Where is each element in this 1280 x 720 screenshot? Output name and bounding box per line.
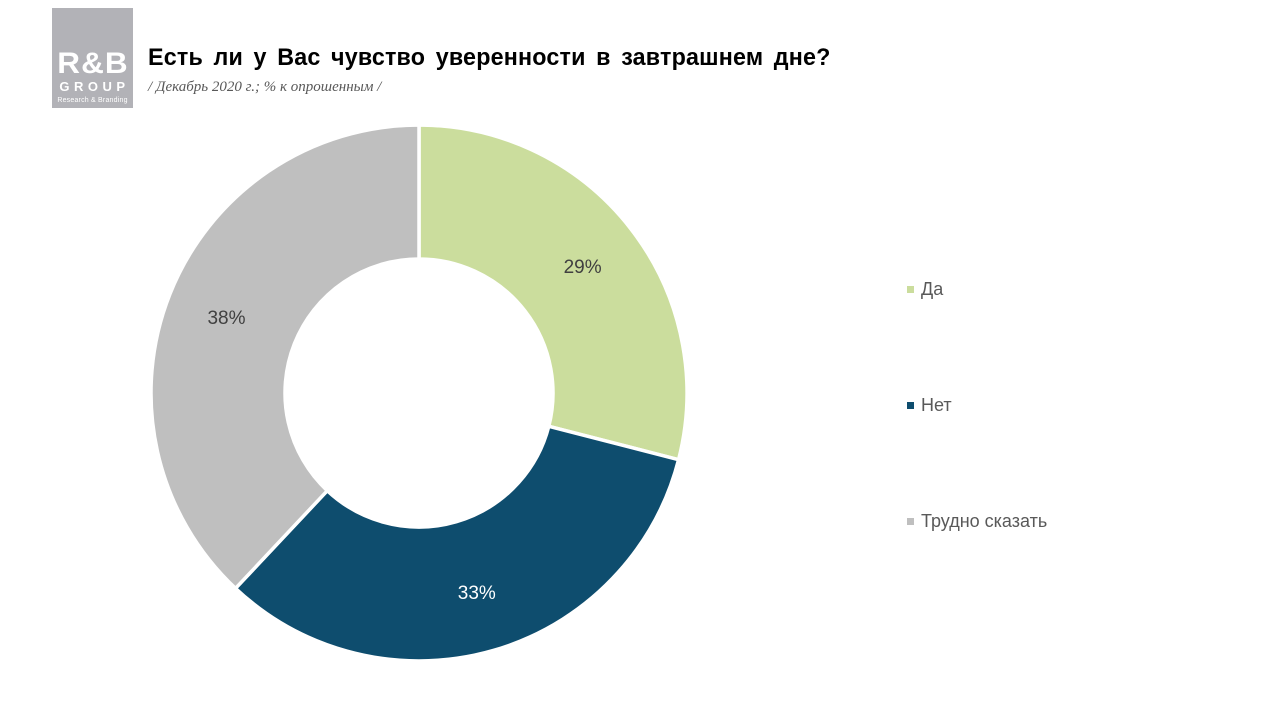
slice-data-label-2: 33% bbox=[458, 583, 496, 604]
donut-slice-1 bbox=[417, 123, 689, 462]
donut-slice-2 bbox=[233, 424, 681, 663]
page-subtitle: / Декабрь 2020 г.; % к опрошенным / bbox=[148, 79, 382, 95]
logo-acronym: R&B bbox=[56, 47, 129, 81]
slice-data-label-3: 38% bbox=[207, 308, 245, 329]
legend-label: Трудно сказать bbox=[921, 510, 1048, 531]
donut-slice-3 bbox=[149, 123, 421, 591]
logo-group-text: GROUP bbox=[59, 79, 130, 94]
legend-label: Да bbox=[921, 278, 944, 299]
legend-item-no: Нет bbox=[907, 393, 952, 417]
page-title: Есть ли у Вас чувство уверенности в завт… bbox=[148, 44, 831, 71]
legend-item-yes: Да bbox=[907, 277, 943, 301]
donut-chart: 29% 33% 38% bbox=[149, 123, 689, 663]
legend-swatch-yes-icon bbox=[907, 285, 914, 293]
legend-swatch-hard-to-say-icon bbox=[907, 517, 914, 525]
legend-swatch-no-icon bbox=[907, 401, 914, 409]
slice-data-label-1: 29% bbox=[564, 257, 602, 278]
rb-group-logo: R&B GROUP Research & Branding bbox=[52, 8, 133, 108]
legend-label: Нет bbox=[921, 394, 952, 415]
header: Есть ли у Вас чувство уверенности в завт… bbox=[148, 44, 852, 96]
logo-tagline: Research & Branding bbox=[57, 97, 128, 104]
legend-item-hard-to-say: Трудно сказать bbox=[907, 509, 1047, 533]
